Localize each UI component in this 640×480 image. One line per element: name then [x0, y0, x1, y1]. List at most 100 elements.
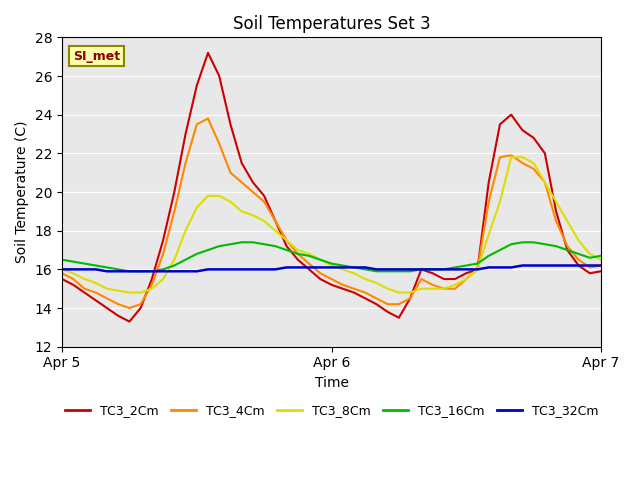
Legend: TC3_2Cm, TC3_4Cm, TC3_8Cm, TC3_16Cm, TC3_32Cm: TC3_2Cm, TC3_4Cm, TC3_8Cm, TC3_16Cm, TC3… — [60, 399, 604, 422]
TC3_2Cm — [586, 270, 594, 276]
TC3_2Cm — [193, 83, 200, 88]
TC3_4Cm — [451, 286, 459, 291]
TC3_16Cm — [395, 268, 403, 274]
TC3_2Cm — [81, 290, 88, 296]
TC3_8Cm — [216, 193, 223, 199]
TC3_8Cm — [148, 286, 156, 291]
Y-axis label: Soil Temperature (C): Soil Temperature (C) — [15, 121, 29, 263]
TC3_4Cm — [204, 116, 212, 121]
TC3_8Cm — [463, 276, 470, 282]
TC3_4Cm — [283, 238, 291, 243]
TC3_16Cm — [485, 253, 493, 259]
TC3_32Cm — [496, 264, 504, 270]
TC3_4Cm — [597, 263, 605, 268]
TC3_8Cm — [238, 208, 246, 214]
TC3_2Cm — [316, 276, 324, 282]
TC3_16Cm — [115, 266, 122, 272]
TC3_32Cm — [159, 268, 167, 274]
TC3_16Cm — [451, 264, 459, 270]
TC3_32Cm — [474, 266, 481, 272]
TC3_32Cm — [350, 264, 358, 270]
TC3_16Cm — [474, 261, 481, 266]
TC3_4Cm — [372, 296, 380, 301]
TC3_32Cm — [406, 266, 414, 272]
TC3_8Cm — [530, 160, 538, 166]
TC3_8Cm — [518, 155, 526, 160]
TC3_4Cm — [137, 301, 145, 307]
TC3_4Cm — [227, 170, 234, 176]
TC3_4Cm — [496, 155, 504, 160]
TC3_4Cm — [530, 166, 538, 172]
TC3_4Cm — [395, 301, 403, 307]
TC3_16Cm — [260, 241, 268, 247]
TC3_16Cm — [271, 243, 279, 249]
TC3_2Cm — [563, 247, 571, 253]
TC3_8Cm — [204, 193, 212, 199]
TC3_4Cm — [440, 286, 447, 291]
TC3_16Cm — [125, 268, 133, 274]
TC3_2Cm — [148, 276, 156, 282]
TC3_2Cm — [271, 218, 279, 224]
TC3_4Cm — [508, 153, 515, 158]
TC3_32Cm — [541, 263, 548, 268]
TC3_32Cm — [508, 264, 515, 270]
TC3_4Cm — [170, 208, 178, 214]
TC3_16Cm — [350, 264, 358, 270]
TC3_32Cm — [463, 266, 470, 272]
TC3_4Cm — [339, 282, 347, 288]
TC3_8Cm — [170, 257, 178, 263]
TC3_32Cm — [339, 264, 347, 270]
TC3_4Cm — [103, 296, 111, 301]
TC3_16Cm — [170, 263, 178, 268]
TC3_32Cm — [125, 268, 133, 274]
TC3_2Cm — [294, 257, 301, 263]
X-axis label: Time: Time — [314, 376, 349, 390]
TC3_2Cm — [372, 301, 380, 307]
TC3_32Cm — [518, 263, 526, 268]
TC3_32Cm — [597, 263, 605, 268]
TC3_16Cm — [103, 264, 111, 270]
TC3_2Cm — [406, 296, 414, 301]
TC3_8Cm — [552, 199, 560, 204]
TC3_8Cm — [440, 286, 447, 291]
TC3_16Cm — [216, 243, 223, 249]
TC3_32Cm — [575, 263, 582, 268]
TC3_16Cm — [518, 240, 526, 245]
TC3_16Cm — [204, 247, 212, 253]
TC3_4Cm — [350, 286, 358, 291]
TC3_4Cm — [182, 160, 189, 166]
TC3_16Cm — [508, 241, 515, 247]
TC3_8Cm — [384, 286, 392, 291]
TC3_4Cm — [541, 180, 548, 185]
TC3_8Cm — [103, 286, 111, 291]
TC3_2Cm — [92, 298, 100, 303]
TC3_2Cm — [305, 266, 313, 272]
TC3_4Cm — [474, 266, 481, 272]
Title: Soil Temperatures Set 3: Soil Temperatures Set 3 — [233, 15, 430, 33]
TC3_4Cm — [384, 301, 392, 307]
TC3_16Cm — [440, 266, 447, 272]
TC3_16Cm — [58, 257, 66, 263]
Line: TC3_4Cm: TC3_4Cm — [62, 119, 601, 308]
TC3_2Cm — [463, 270, 470, 276]
TC3_4Cm — [417, 276, 425, 282]
TC3_16Cm — [159, 266, 167, 272]
TC3_16Cm — [417, 266, 425, 272]
TC3_32Cm — [417, 266, 425, 272]
TC3_2Cm — [597, 268, 605, 274]
TC3_2Cm — [417, 266, 425, 272]
TC3_32Cm — [170, 268, 178, 274]
TC3_32Cm — [137, 268, 145, 274]
TC3_8Cm — [417, 286, 425, 291]
TC3_2Cm — [530, 135, 538, 141]
TC3_8Cm — [350, 270, 358, 276]
TC3_32Cm — [530, 263, 538, 268]
TC3_16Cm — [69, 259, 77, 264]
TC3_4Cm — [148, 282, 156, 288]
TC3_8Cm — [227, 199, 234, 204]
TC3_32Cm — [115, 268, 122, 274]
TC3_32Cm — [216, 266, 223, 272]
TC3_32Cm — [148, 268, 156, 274]
TC3_8Cm — [58, 266, 66, 272]
TC3_2Cm — [260, 193, 268, 199]
